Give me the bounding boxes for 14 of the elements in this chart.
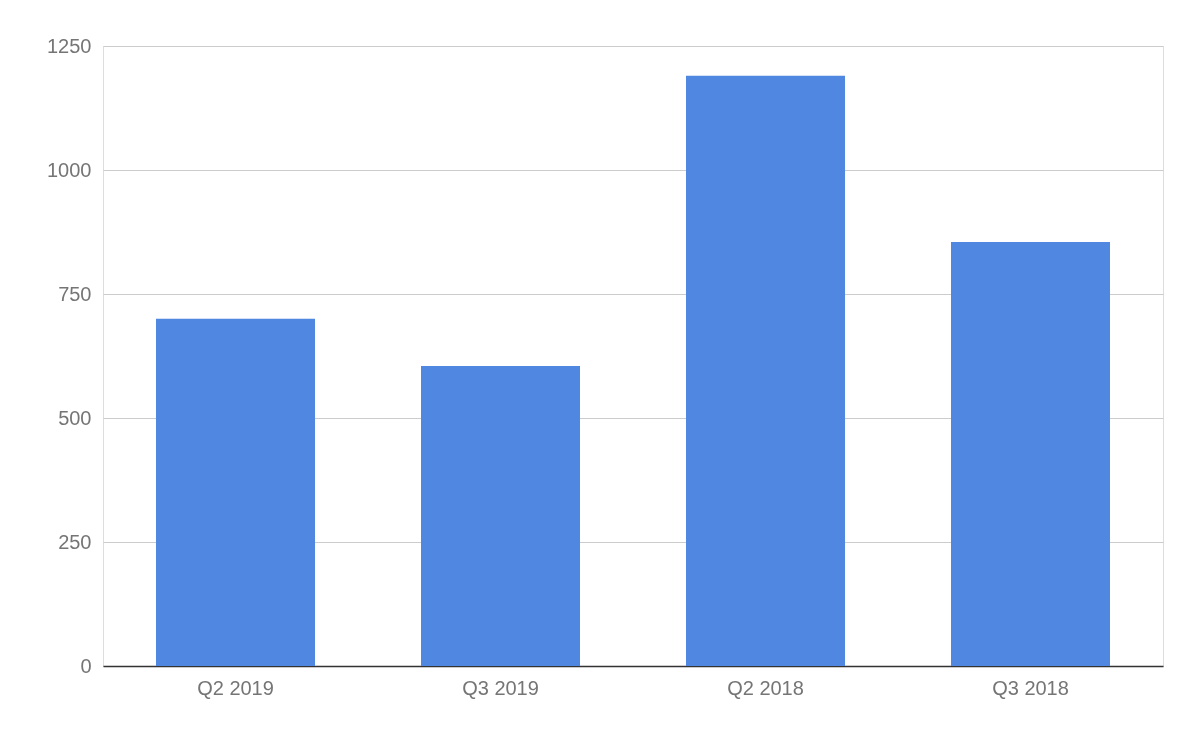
x-tick-label: Q2 2019: [197, 676, 274, 699]
y-tick-label: 750: [58, 282, 92, 305]
bar: [686, 75, 845, 666]
bar: [951, 241, 1110, 666]
y-tick-label: 0: [80, 654, 92, 677]
y-tick-label: 250: [58, 530, 92, 553]
y-tick-label: 500: [58, 406, 92, 429]
bar: [156, 318, 315, 666]
bar: [421, 365, 580, 666]
x-tick-label: Q2 2018: [727, 676, 804, 699]
x-tick-label: Q3 2019: [462, 676, 539, 699]
y-tick-label: 1000: [47, 158, 92, 181]
y-tick-label: 1250: [47, 34, 92, 57]
x-tick-label: Q3 2018: [992, 676, 1069, 699]
